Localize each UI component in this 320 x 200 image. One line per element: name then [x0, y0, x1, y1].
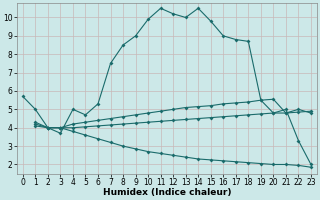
X-axis label: Humidex (Indice chaleur): Humidex (Indice chaleur) — [103, 188, 231, 197]
